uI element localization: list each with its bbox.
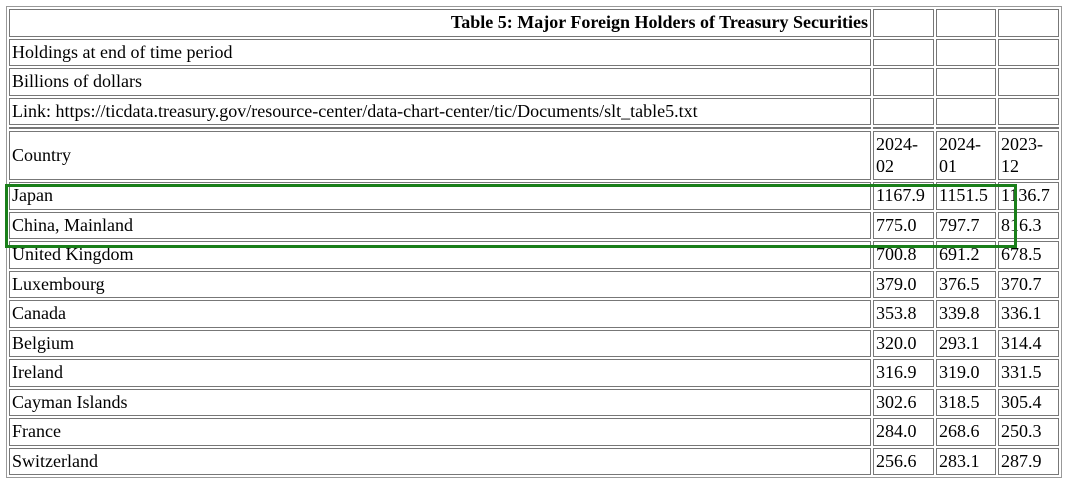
value-cell: 691.2 (936, 241, 996, 269)
country-cell: Canada (9, 300, 871, 328)
country-cell: United Kingdom (9, 241, 871, 269)
treasury-holders-table: Table 5: Major Foreign Holders of Treasu… (6, 6, 1062, 478)
country-cell: Belgium (9, 329, 871, 357)
header-country: Country (9, 131, 871, 180)
note-link: Link: https://ticdata.treasury.gov/resou… (9, 97, 871, 125)
spacer-row (9, 127, 1059, 129)
note-row: Billions of dollars (9, 68, 1059, 96)
table-row: Luxembourg 379.0 376.5 370.7 (9, 270, 1059, 298)
note-row: Holdings at end of time period (9, 38, 1059, 66)
value-cell: 331.5 (998, 359, 1059, 387)
value-cell: 775.0 (873, 211, 934, 239)
title-row: Table 5: Major Foreign Holders of Treasu… (9, 9, 1059, 37)
header-period: 2024- 01 (936, 131, 996, 180)
note-units: Billions of dollars (9, 68, 871, 96)
value-cell: 339.8 (936, 300, 996, 328)
table-row: Switzerland 256.6 283.1 287.9 (9, 447, 1059, 475)
value-cell: 379.0 (873, 270, 934, 298)
country-cell: Luxembourg (9, 270, 871, 298)
value-cell: 353.8 (873, 300, 934, 328)
table-row: France 284.0 268.6 250.3 (9, 418, 1059, 446)
value-cell: 700.8 (873, 241, 934, 269)
table-row: Cayman Islands 302.6 318.5 305.4 (9, 388, 1059, 416)
value-cell: 320.0 (873, 329, 934, 357)
header-period: 2024- 02 (873, 131, 934, 180)
value-cell: 250.3 (998, 418, 1059, 446)
value-cell: 797.7 (936, 211, 996, 239)
country-cell: Switzerland (9, 447, 871, 475)
value-cell: 678.5 (998, 241, 1059, 269)
value-cell: 314.4 (998, 329, 1059, 357)
table-row: Japan 1167.9 1151.5 1136.7 (9, 182, 1059, 210)
value-cell: 305.4 (998, 388, 1059, 416)
value-cell: 284.0 (873, 418, 934, 446)
value-cell: 1151.5 (936, 182, 996, 210)
value-cell: 376.5 (936, 270, 996, 298)
header-period: 2023- 12 (998, 131, 1059, 180)
value-cell: 318.5 (936, 388, 996, 416)
value-cell: 1167.9 (873, 182, 934, 210)
country-cell: Japan (9, 182, 871, 210)
country-cell: Cayman Islands (9, 388, 871, 416)
country-cell: Ireland (9, 359, 871, 387)
value-cell: 256.6 (873, 447, 934, 475)
table-title: Table 5: Major Foreign Holders of Treasu… (9, 9, 871, 37)
value-cell: 293.1 (936, 329, 996, 357)
value-cell: 1136.7 (998, 182, 1059, 210)
value-cell: 816.3 (998, 211, 1059, 239)
value-cell: 319.0 (936, 359, 996, 387)
value-cell: 268.6 (936, 418, 996, 446)
value-cell: 287.9 (998, 447, 1059, 475)
value-cell: 370.7 (998, 270, 1059, 298)
value-cell: 336.1 (998, 300, 1059, 328)
table-row: United Kingdom 700.8 691.2 678.5 (9, 241, 1059, 269)
table-row: Canada 353.8 339.8 336.1 (9, 300, 1059, 328)
country-cell: France (9, 418, 871, 446)
country-cell: China, Mainland (9, 211, 871, 239)
value-cell: 302.6 (873, 388, 934, 416)
table-row: Ireland 316.9 319.0 331.5 (9, 359, 1059, 387)
note-row: Link: https://ticdata.treasury.gov/resou… (9, 97, 1059, 125)
table-row: Belgium 320.0 293.1 314.4 (9, 329, 1059, 357)
table-row: China, Mainland 775.0 797.7 816.3 (9, 211, 1059, 239)
value-cell: 283.1 (936, 447, 996, 475)
note-holdings: Holdings at end of time period (9, 38, 871, 66)
value-cell: 316.9 (873, 359, 934, 387)
header-row: Country 2024- 02 2024- 01 2023- 12 (9, 131, 1059, 180)
